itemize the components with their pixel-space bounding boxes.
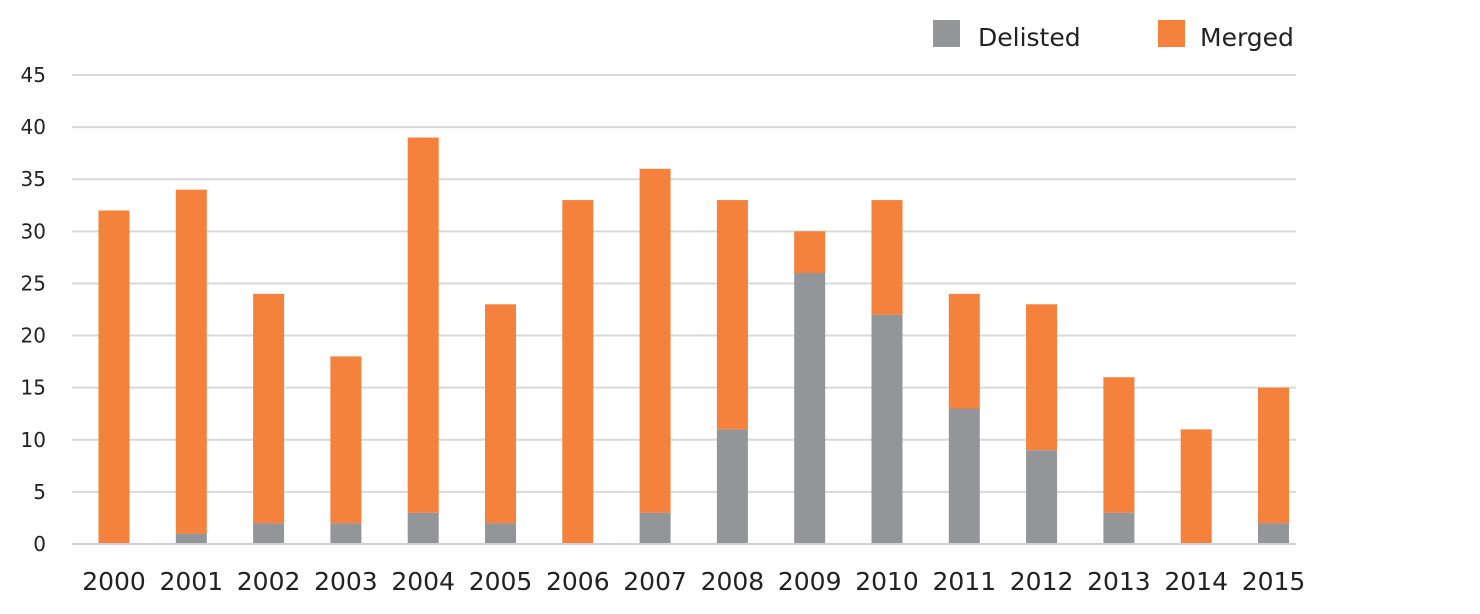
bar-delisted-2009 xyxy=(794,273,826,544)
bar-merged-2005 xyxy=(485,304,516,524)
bar-delisted-2015 xyxy=(1258,523,1289,544)
legend-label-merged: Merged xyxy=(1200,23,1294,52)
x-category-label: 2000 xyxy=(82,567,146,596)
y-tick-label: 0 xyxy=(33,532,46,556)
bar-merged-2014 xyxy=(1180,429,1212,544)
x-category-label: 2002 xyxy=(237,567,301,596)
bar-merged-2006 xyxy=(562,200,594,545)
legend: Delisted Merged xyxy=(933,20,1294,52)
bar-delisted-2012 xyxy=(1026,450,1058,544)
x-category-label: 2013 xyxy=(1087,567,1151,596)
x-category-label: 2008 xyxy=(701,567,765,596)
bars xyxy=(98,137,1289,545)
bar-delisted-2004 xyxy=(407,512,439,544)
y-tick-label: 20 xyxy=(21,324,46,348)
bar-merged-2001 xyxy=(175,189,207,534)
y-tick-label: 35 xyxy=(21,167,46,191)
x-axis-category-labels: 2000 2001 2002 2003 2004 2005 2006 2007 2008 2009… xyxy=(82,567,1305,596)
x-category-label: 2012 xyxy=(1010,567,1074,596)
bar-merged-2010 xyxy=(871,200,903,315)
x-category-label: 2011 xyxy=(932,567,996,596)
bar-merged-2012 xyxy=(1026,304,1058,451)
bar-delisted-2013 xyxy=(1103,512,1135,544)
y-tick-label: 30 xyxy=(21,219,46,243)
y-tick-label: 45 xyxy=(21,63,46,87)
bar-merged-2009 xyxy=(794,231,826,274)
bar-merged-2013 xyxy=(1103,377,1135,513)
x-category-label: 2001 xyxy=(159,567,223,596)
bar-delisted-2008 xyxy=(716,429,748,544)
bar-merged-2008 xyxy=(716,200,748,430)
x-category-label: 2015 xyxy=(1242,567,1306,596)
x-category-label: 2009 xyxy=(778,567,842,596)
y-tick-label: 40 xyxy=(21,115,46,139)
legend-swatch-merged xyxy=(1158,20,1185,47)
bar-delisted-2007 xyxy=(639,512,671,544)
y-tick-label: 5 xyxy=(33,480,46,504)
legend-swatch-delisted xyxy=(933,20,960,47)
bar-delisted-2005 xyxy=(485,523,516,544)
x-category-label: 2003 xyxy=(314,567,378,596)
y-tick-label: 25 xyxy=(21,271,46,295)
bar-merged-2002 xyxy=(253,293,285,524)
x-category-label: 2006 xyxy=(546,567,610,596)
x-category-label: 2004 xyxy=(391,567,455,596)
bar-delisted-2003 xyxy=(330,523,362,544)
bar-merged-2000 xyxy=(98,210,130,544)
bar-delisted-2002 xyxy=(253,523,285,544)
bar-delisted-2011 xyxy=(948,408,980,544)
bar-merged-2007 xyxy=(639,168,671,513)
x-category-label: 2010 xyxy=(855,567,919,596)
bar-merged-2015 xyxy=(1258,387,1289,524)
x-category-label: 2014 xyxy=(1164,567,1228,596)
bar-merged-2003 xyxy=(330,356,362,524)
y-tick-label: 10 xyxy=(21,428,46,452)
bar-delisted-2001 xyxy=(175,533,207,544)
bar-merged-2004 xyxy=(407,137,439,513)
x-category-label: 2005 xyxy=(469,567,533,596)
legend-label-delisted: Delisted xyxy=(978,23,1081,52)
y-axis-tick-labels: 0 5 10 15 20 25 30 35 40 45 xyxy=(21,63,46,556)
bar-delisted-2010 xyxy=(871,314,903,544)
x-category-label: 2007 xyxy=(623,567,687,596)
y-tick-label: 15 xyxy=(21,376,46,400)
bar-merged-2011 xyxy=(948,293,980,409)
